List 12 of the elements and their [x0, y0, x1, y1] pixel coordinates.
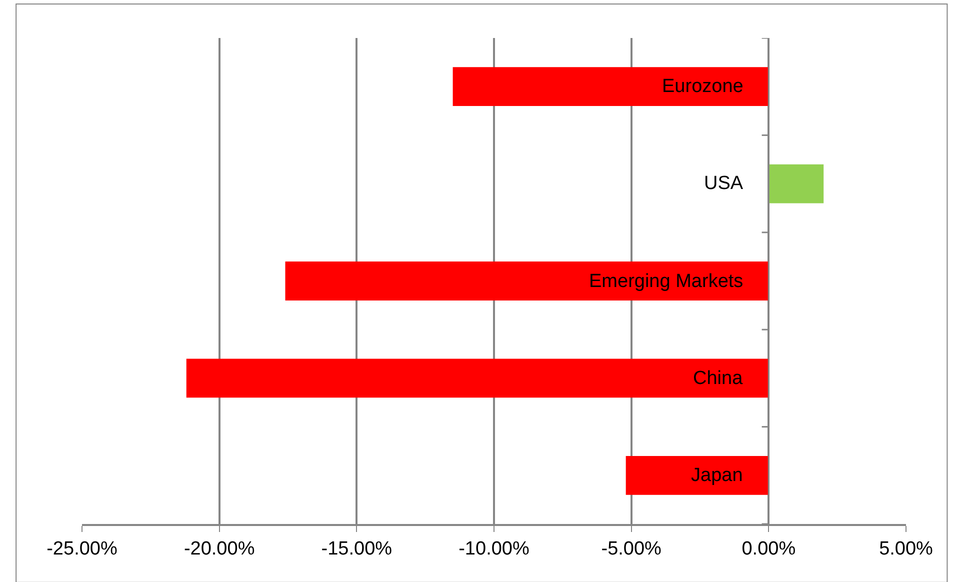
- y-tick-label: Japan: [691, 465, 743, 486]
- y-tick-label: Eurozone: [662, 76, 744, 97]
- x-tick-label: 0.00%: [742, 538, 796, 560]
- y-tick-label: China: [693, 368, 744, 389]
- x-tick-label: -15.00%: [321, 538, 392, 560]
- x-tick-label: -25.00%: [46, 538, 118, 560]
- x-tick-label: -10.00%: [458, 538, 530, 560]
- x-tick-label: -20.00%: [184, 538, 255, 560]
- y-tick-label: Emerging Markets: [589, 271, 744, 292]
- x-tick-label: 5.00%: [879, 538, 934, 560]
- y-tick-label: USA: [704, 173, 744, 194]
- x-tick-label: -5.00%: [601, 538, 662, 560]
